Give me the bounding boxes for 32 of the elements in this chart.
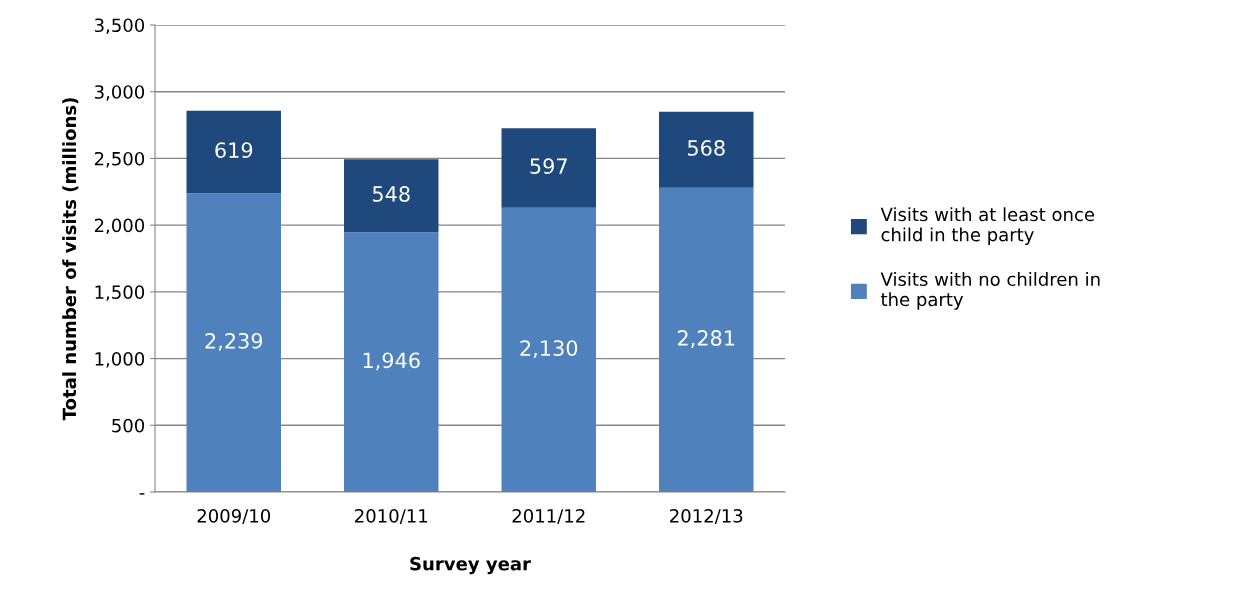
data-label: 619 xyxy=(215,142,253,158)
x-tick-label: 2011/12 xyxy=(512,508,585,525)
bar xyxy=(659,111,754,188)
y-tick-label: 3,500 xyxy=(94,18,145,34)
legend-label: Visits with at least once child in the party xyxy=(880,207,1095,245)
bar xyxy=(344,159,439,233)
y-tick-label: 1,000 xyxy=(95,352,145,368)
x-tick-label: 2010/11 xyxy=(355,508,428,525)
data-label: 597 xyxy=(530,158,567,175)
bar xyxy=(186,110,281,194)
y-tick-label: 2,500 xyxy=(94,151,145,168)
y-tick-label: 500 xyxy=(112,418,145,433)
y-tick-label: - xyxy=(139,493,145,495)
y-axis-title: Total number of visits (millions) xyxy=(62,98,79,421)
x-tick-label: 2009/10 xyxy=(197,508,271,525)
bar xyxy=(501,128,596,208)
data-label: 568 xyxy=(687,140,725,156)
x-tick-label: 2012/13 xyxy=(670,508,743,525)
x-axis-title: Survey year xyxy=(410,556,531,575)
y-tick-label: 1,500 xyxy=(95,285,145,301)
y-tick-label: 2,000 xyxy=(94,218,145,235)
legend-label: Visits with no children in the party xyxy=(880,272,1100,310)
data-label: 2,281 xyxy=(677,330,735,348)
bar xyxy=(344,232,439,492)
data-label: 1,946 xyxy=(363,352,420,371)
data-label: 548 xyxy=(372,186,410,202)
data-label: 2,130 xyxy=(520,340,578,359)
bar xyxy=(186,193,281,492)
bar xyxy=(501,207,596,492)
y-tick-label: 3,000 xyxy=(94,85,145,101)
bar xyxy=(659,187,754,492)
data-label: 2,239 xyxy=(205,332,263,351)
